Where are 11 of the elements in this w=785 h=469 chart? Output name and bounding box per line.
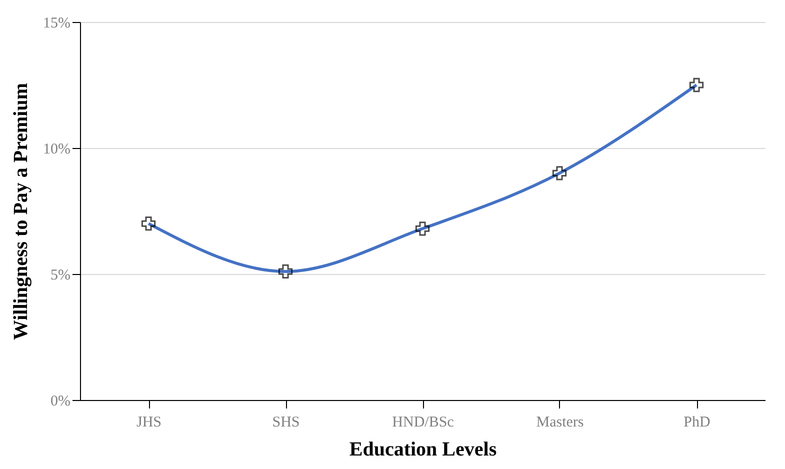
x-tick-label: Masters xyxy=(536,414,584,430)
y-tick-label: 10% xyxy=(43,142,70,158)
x-tick-label: SHS xyxy=(272,414,300,430)
x-tick-label: JHS xyxy=(136,414,162,430)
y-tick-label: 0% xyxy=(50,394,70,410)
y-tick-label: 5% xyxy=(50,268,70,284)
x-tick-label: PhD xyxy=(684,414,710,430)
y-axis-title: Willingness to Pay a Premium xyxy=(10,82,32,340)
x-axis-title: Education Levels xyxy=(349,438,497,460)
y-tick-label: 15% xyxy=(43,16,70,32)
x-tick-label: HND/BSc xyxy=(392,414,454,430)
